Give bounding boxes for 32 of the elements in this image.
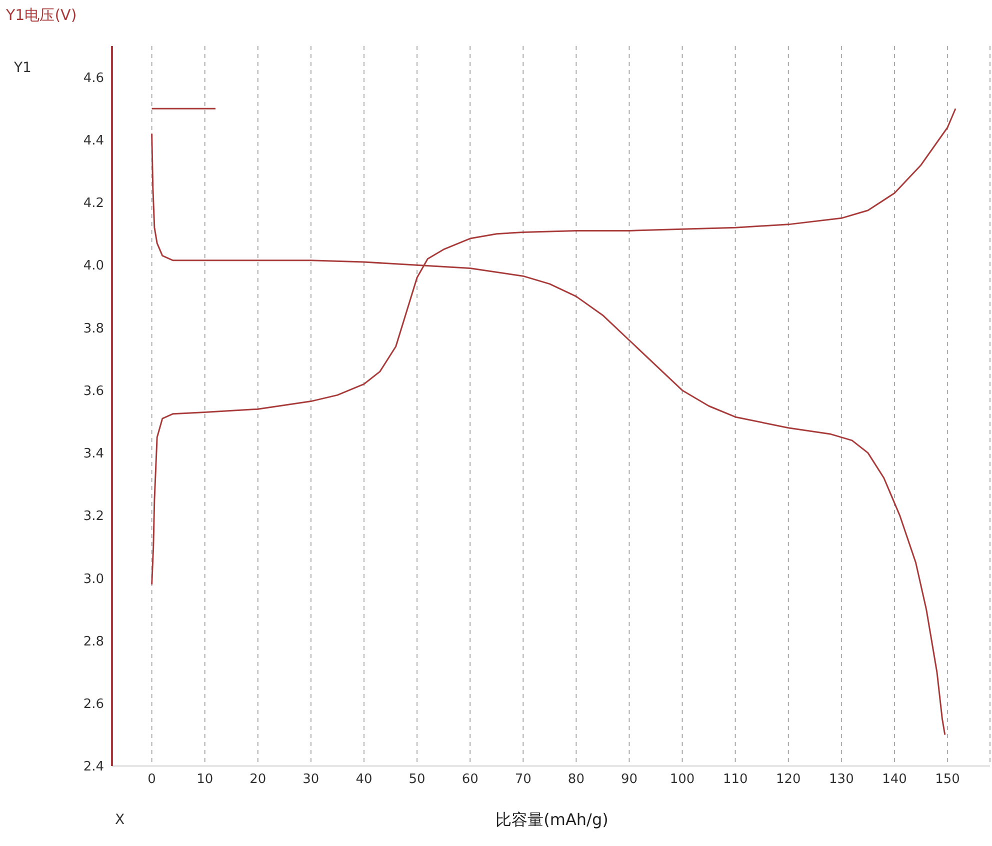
x-tick-label: 30 [302,772,320,788]
text: X [115,812,125,828]
x-tick-label: 130 [829,772,854,788]
y-tick-label: 4.2 [83,196,104,212]
x-tick-label: 20 [250,772,266,788]
x-tick-label: 10 [196,772,214,788]
x-tick-label: 50 [408,772,426,788]
x-tick-label: 0 [148,772,156,788]
y-tick-label: 3.2 [83,509,104,524]
x-tick-label: 80 [568,772,584,788]
x-tick-label: 70 [514,772,532,788]
y-tick-label: 2.4 [83,760,104,775]
y-tick-label: 2.8 [83,634,104,650]
y-tick-label: 4.0 [83,258,104,274]
y-tick-label: 4.6 [83,70,104,86]
x-tick-label: 140 [882,772,907,788]
y-tick-label: 3.4 [83,446,104,462]
x-tick-label: 60 [462,772,478,788]
y-axis-title: Y1电压(V) [6,6,77,25]
x-axis-title: 比容量(mAh/g) [496,810,608,829]
x-tick-label: 150 [935,772,960,788]
x-tick-label: 120 [776,772,801,788]
x-tick-label: 40 [356,772,372,788]
y-tick-label: 3.0 [83,572,104,587]
y-tick-label: 2.6 [83,697,104,712]
x-tick-label: 110 [722,772,748,788]
y-tick-label: 4.4 [83,134,104,149]
y-tick-label: 3.8 [83,321,104,336]
y-tick-label: 3.6 [83,384,104,399]
x-tick-label: 90 [620,772,638,788]
text: Y1 [14,60,32,76]
x-tick-label: 100 [670,772,695,788]
